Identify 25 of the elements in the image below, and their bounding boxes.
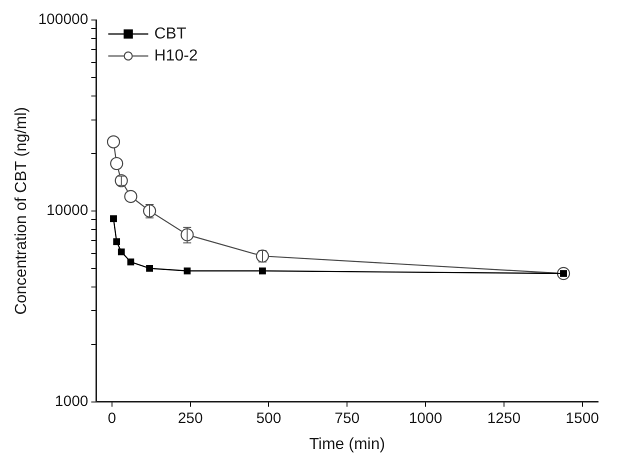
point xyxy=(124,190,138,204)
x-tick-label: 500 xyxy=(256,410,282,427)
y-tick-label: 100000 xyxy=(38,11,88,28)
y-axis-title: Concentration of CBT (ng/ml) xyxy=(13,107,30,315)
legend-label: CBT xyxy=(154,25,186,42)
x-tick-label: 250 xyxy=(178,410,203,427)
x-tick-label: 1500 xyxy=(566,410,600,427)
point xyxy=(110,215,117,222)
x-tick-label: 1000 xyxy=(408,410,442,427)
point xyxy=(259,267,266,274)
point xyxy=(113,238,120,246)
point xyxy=(256,249,270,263)
y-tick-label: 1000 xyxy=(54,392,88,410)
y-tick-label: 10000 xyxy=(46,202,88,220)
point xyxy=(106,135,120,148)
legend-label: H10-2 xyxy=(154,47,198,64)
point xyxy=(118,248,125,256)
point xyxy=(127,258,134,266)
point xyxy=(184,267,191,274)
x-tick-label: 0 xyxy=(108,410,116,427)
point xyxy=(110,156,124,170)
point xyxy=(146,264,153,272)
x-tick-label: 750 xyxy=(334,410,360,427)
x-tick-label: 1250 xyxy=(487,410,521,427)
x-axis-title: Time (min) xyxy=(309,436,386,453)
